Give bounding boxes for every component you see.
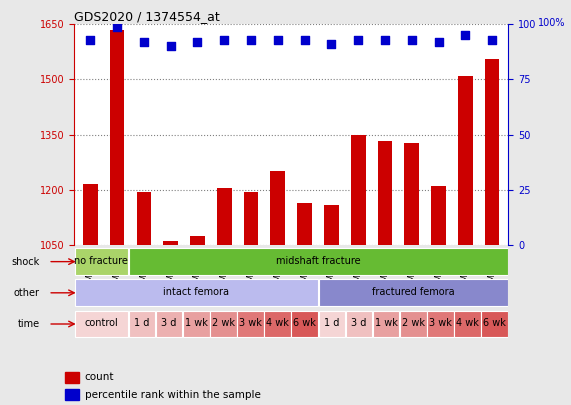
Point bbox=[434, 39, 443, 45]
Bar bbox=[431, 186, 446, 245]
Text: 6 wk: 6 wk bbox=[293, 318, 316, 328]
Text: other: other bbox=[14, 288, 39, 298]
Bar bbox=[427, 311, 454, 337]
Point bbox=[193, 39, 202, 45]
Point bbox=[274, 36, 283, 43]
Bar bbox=[485, 59, 500, 245]
Text: 1 wk: 1 wk bbox=[185, 318, 208, 328]
Bar bbox=[156, 311, 183, 337]
Text: fractured femora: fractured femora bbox=[372, 287, 455, 297]
Point bbox=[380, 36, 389, 43]
Bar bbox=[297, 203, 312, 245]
Text: no fracture: no fracture bbox=[74, 256, 128, 266]
Bar bbox=[404, 143, 419, 245]
Point bbox=[300, 36, 309, 43]
Text: 2 wk: 2 wk bbox=[402, 318, 425, 328]
Text: midshaft fracture: midshaft fracture bbox=[276, 256, 361, 266]
Point bbox=[86, 36, 95, 43]
Text: 3 d: 3 d bbox=[351, 318, 367, 328]
Bar bbox=[110, 30, 124, 245]
Text: 6 wk: 6 wk bbox=[483, 318, 506, 328]
Bar bbox=[345, 311, 372, 337]
Point bbox=[353, 36, 363, 43]
Bar bbox=[74, 311, 128, 337]
Text: 1 wk: 1 wk bbox=[375, 318, 397, 328]
Point bbox=[488, 36, 497, 43]
Bar bbox=[65, 389, 79, 400]
Bar bbox=[319, 279, 508, 306]
Bar bbox=[271, 171, 285, 245]
Bar bbox=[163, 241, 178, 245]
Bar bbox=[210, 311, 237, 337]
Bar bbox=[83, 184, 98, 245]
Bar bbox=[319, 311, 345, 337]
Bar bbox=[237, 311, 264, 337]
Bar bbox=[351, 135, 365, 245]
Bar bbox=[264, 311, 291, 337]
Text: intact femora: intact femora bbox=[163, 287, 230, 297]
Bar bbox=[454, 311, 481, 337]
Point bbox=[461, 32, 470, 38]
Text: time: time bbox=[17, 319, 39, 329]
Bar bbox=[377, 141, 392, 245]
Text: 2 wk: 2 wk bbox=[212, 318, 235, 328]
Point bbox=[166, 43, 175, 49]
Bar bbox=[74, 279, 318, 306]
Text: 3 wk: 3 wk bbox=[429, 318, 452, 328]
Text: 3 d: 3 d bbox=[162, 318, 177, 328]
Text: control: control bbox=[85, 318, 118, 328]
Bar bbox=[128, 248, 508, 275]
Bar bbox=[136, 192, 151, 245]
Point bbox=[327, 41, 336, 47]
Bar bbox=[373, 311, 400, 337]
Bar bbox=[400, 311, 427, 337]
Text: count: count bbox=[85, 373, 114, 382]
Text: 1 d: 1 d bbox=[134, 318, 150, 328]
Y-axis label: 100%: 100% bbox=[538, 18, 565, 28]
Text: 4 wk: 4 wk bbox=[456, 318, 479, 328]
Bar bbox=[244, 192, 259, 245]
Bar bbox=[324, 205, 339, 245]
Bar bbox=[458, 76, 473, 245]
Bar bbox=[65, 372, 79, 383]
Point bbox=[247, 36, 256, 43]
Point bbox=[220, 36, 229, 43]
Bar bbox=[190, 236, 205, 245]
Bar bbox=[481, 311, 508, 337]
Text: 1 d: 1 d bbox=[324, 318, 340, 328]
Bar bbox=[291, 311, 318, 337]
Point bbox=[112, 23, 122, 30]
Text: shock: shock bbox=[11, 257, 39, 266]
Text: 4 wk: 4 wk bbox=[266, 318, 289, 328]
Text: percentile rank within the sample: percentile rank within the sample bbox=[85, 390, 260, 400]
Bar bbox=[217, 188, 232, 245]
Text: GDS2020 / 1374554_at: GDS2020 / 1374554_at bbox=[74, 10, 220, 23]
Bar bbox=[74, 248, 128, 275]
Point bbox=[139, 39, 148, 45]
Point bbox=[407, 36, 416, 43]
Bar bbox=[183, 311, 210, 337]
Bar bbox=[128, 311, 155, 337]
Text: 3 wk: 3 wk bbox=[239, 318, 262, 328]
